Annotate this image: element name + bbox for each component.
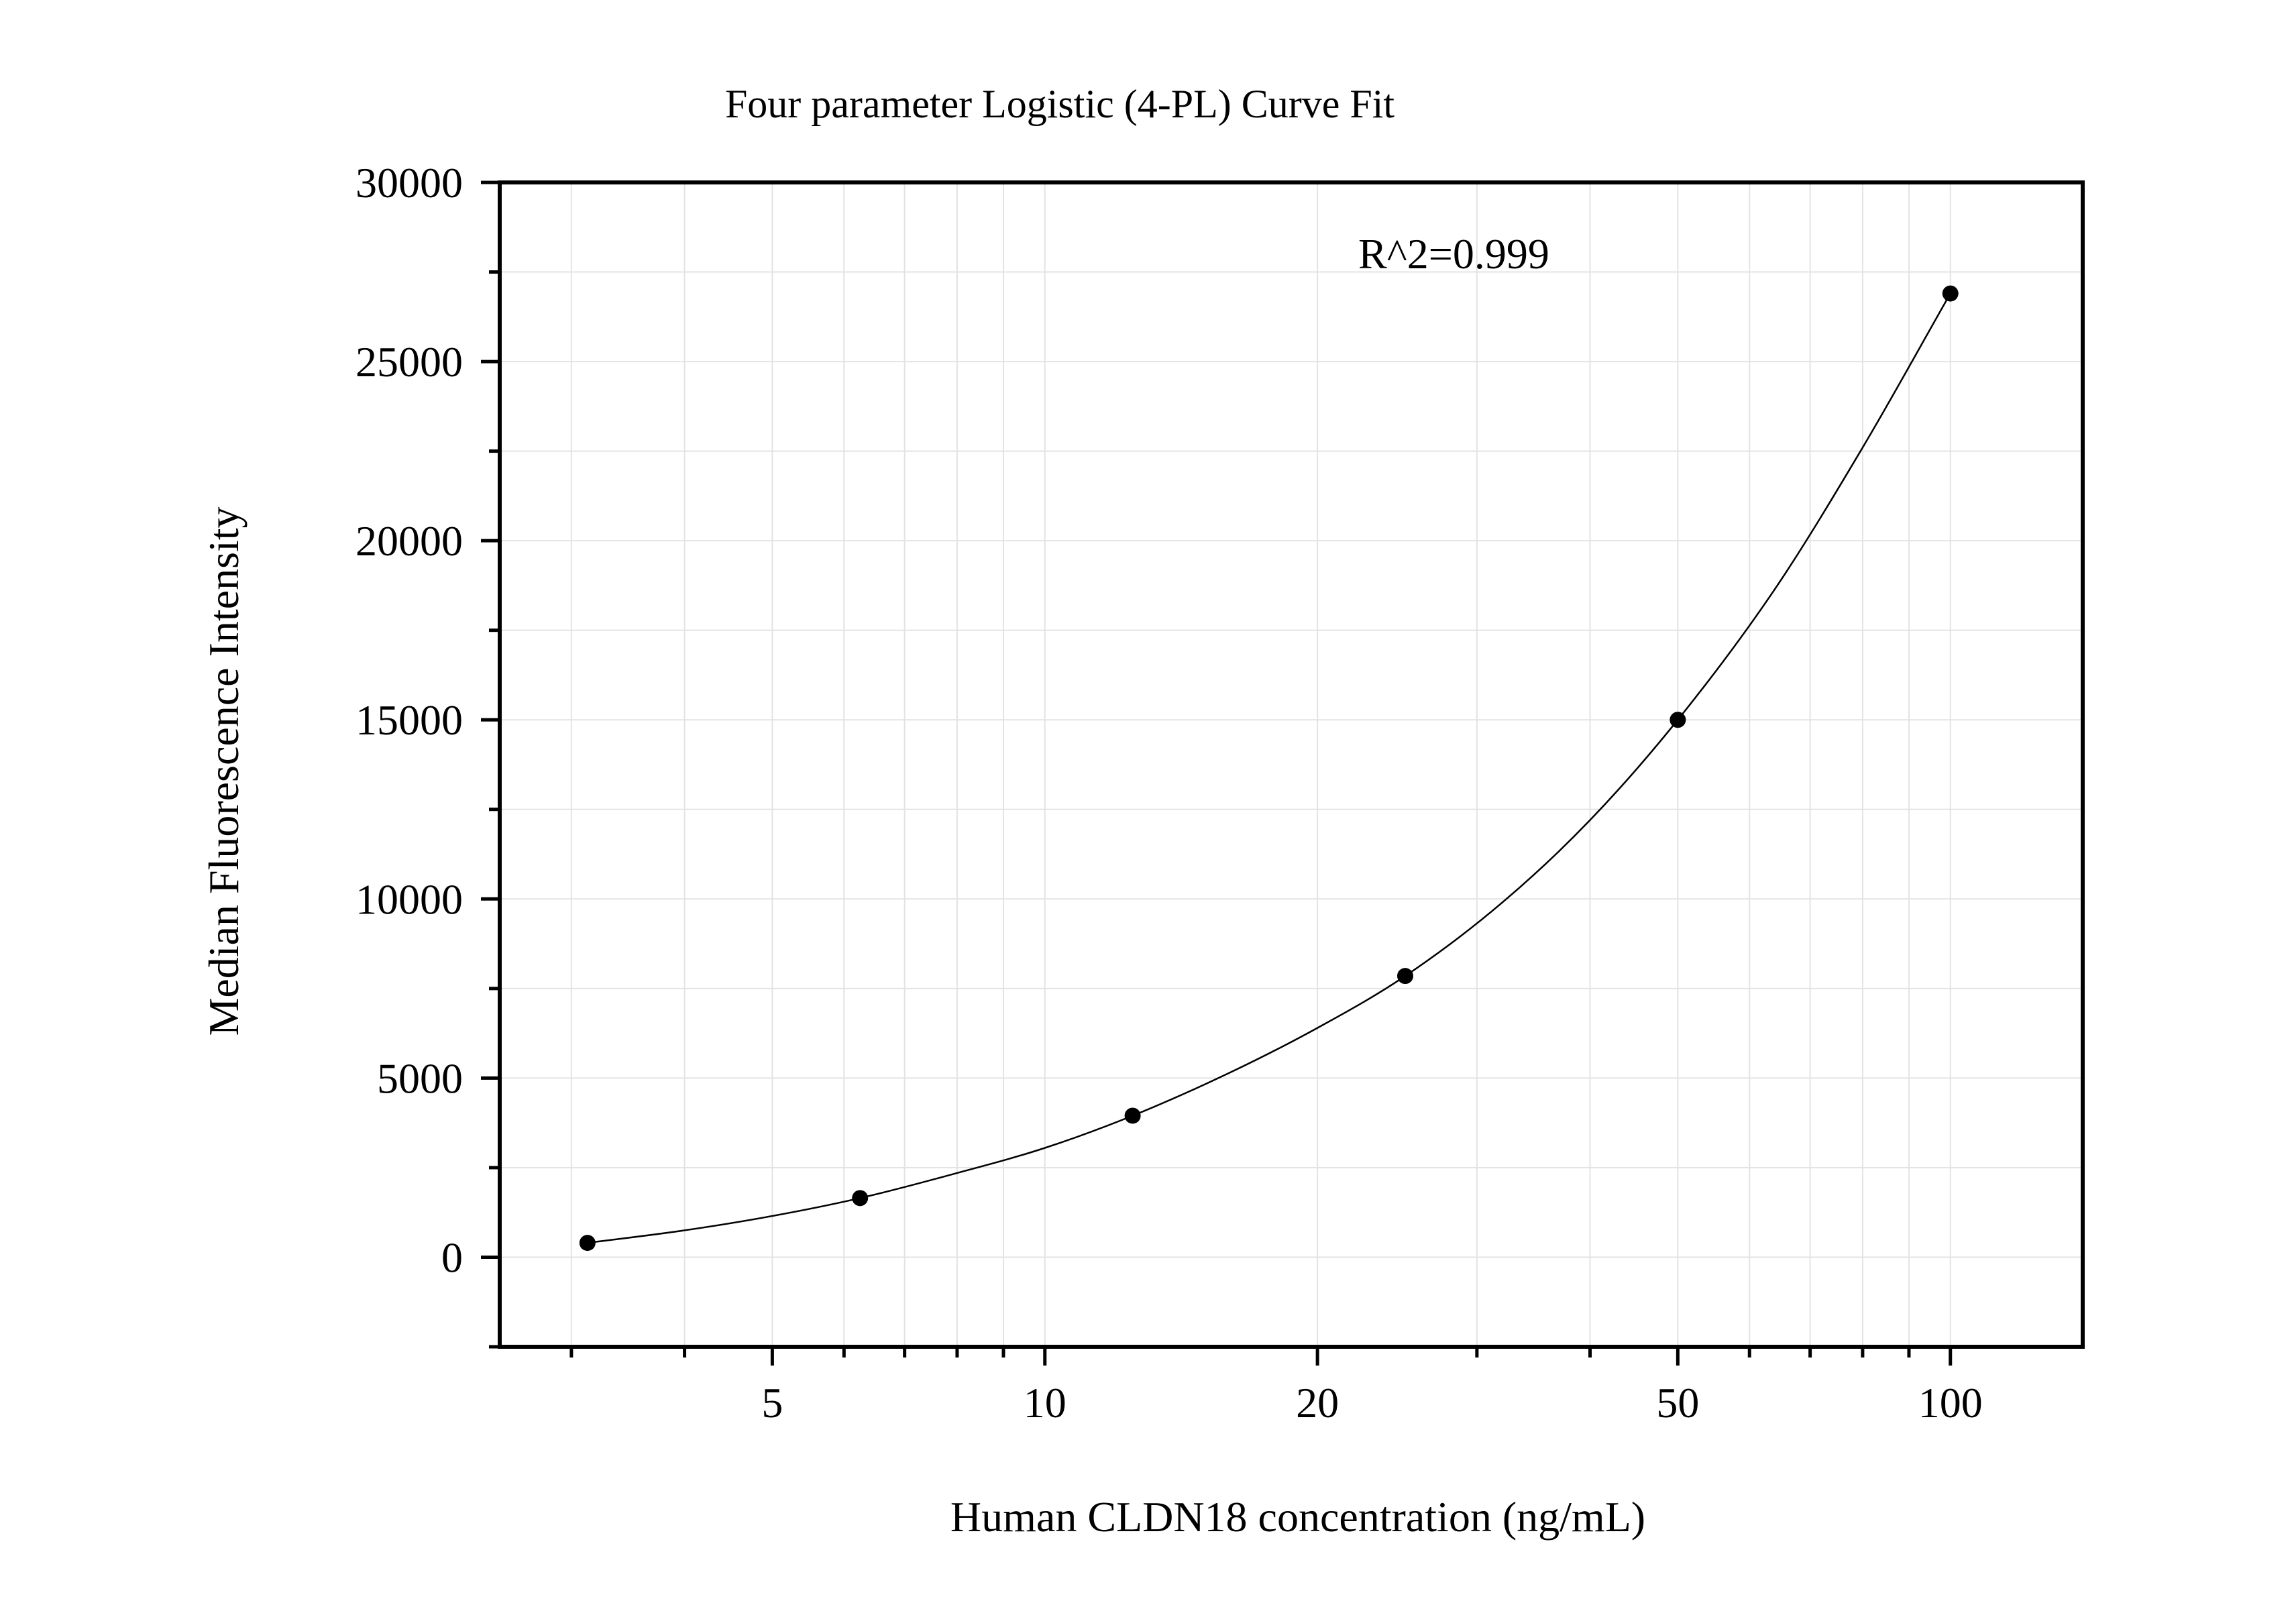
x-tick-label: 50: [1656, 1379, 1699, 1427]
grid-layer: [500, 182, 2083, 1347]
data-point: [852, 1190, 869, 1207]
x-tick-label: 20: [1296, 1379, 1339, 1427]
y-tick-label: 10000: [356, 875, 463, 923]
data-point: [1397, 968, 1413, 985]
data-point: [1124, 1107, 1141, 1124]
x-tick-label: 10: [1024, 1379, 1067, 1427]
ticks-layer: 5 10 20 50 100 0 5000 10000 15000 20000 25000 30000: [356, 159, 1983, 1427]
points-layer: [579, 285, 1959, 1252]
y-tick-label: 20000: [356, 517, 463, 565]
data-point: [1942, 285, 1959, 302]
x-axis-label: Human CLDN18 concentration (ng/mL): [950, 1493, 1645, 1541]
y-axis-label: Median Fluorescence Intensity: [200, 506, 248, 1036]
plot-frame: [498, 180, 2085, 1349]
y-tick-label: 25000: [356, 338, 463, 386]
labels-layer: Four parameter Logistic (4-PL) Curve Fit…: [200, 82, 1645, 1541]
r-squared-annotation: R^2=0.999: [1358, 230, 1549, 278]
data-point: [1670, 712, 1686, 728]
y-tick-label: 30000: [356, 159, 463, 207]
fit-curve-line: [587, 292, 1951, 1244]
chart-title: Four parameter Logistic (4-PL) Curve Fit: [725, 82, 1395, 126]
x-tick-label: 100: [1918, 1379, 1983, 1427]
y-tick-label: 0: [441, 1233, 463, 1281]
curve-layer: [587, 292, 1951, 1244]
y-tick-label: 15000: [356, 696, 463, 744]
y-tick-label: 5000: [377, 1054, 463, 1102]
data-point: [579, 1235, 596, 1252]
axes-layer: [498, 180, 2085, 1349]
x-tick-label: 5: [761, 1379, 783, 1427]
